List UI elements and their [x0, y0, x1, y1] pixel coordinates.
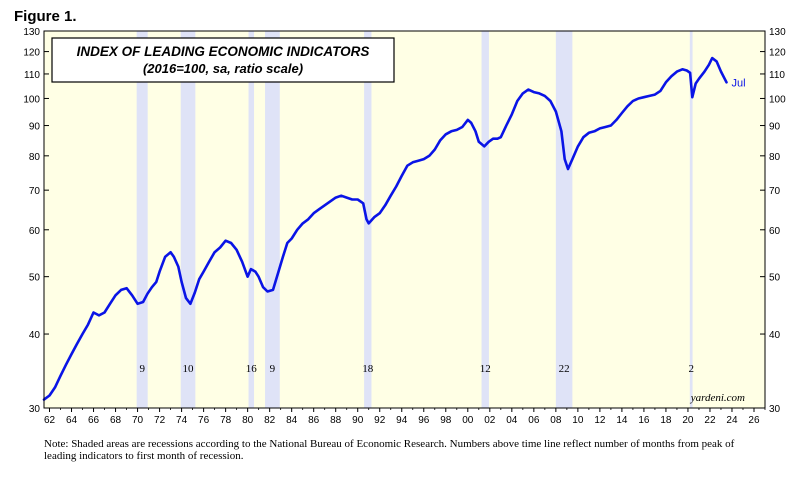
y-tick-label-left-70: 70	[29, 186, 41, 197]
x-tick-label-00: 00	[462, 415, 474, 426]
y-tick-label-right-30: 30	[769, 404, 781, 415]
y-tick-label-left-120: 120	[23, 48, 40, 59]
y-tick-label-left-30: 30	[29, 404, 41, 415]
y-tick-label-left-40: 40	[29, 330, 41, 341]
axes-ticks: 30 30 40 40 50 50 60 60 70 70 80 80 90 90 100 100 110 110…	[23, 27, 786, 426]
x-tick-label-14: 14	[616, 415, 628, 426]
y-tick-label-right-50: 50	[769, 273, 781, 284]
recession-band-1	[180, 31, 196, 408]
recession-lead-label-5: 12	[480, 363, 491, 375]
recession-band-5	[481, 31, 489, 408]
x-tick-label-26: 26	[748, 415, 760, 426]
x-tick-label-06: 06	[528, 415, 540, 426]
y-tick-label-left-60: 60	[29, 226, 41, 237]
recession-lead-label-7: 2	[688, 363, 694, 375]
x-tick-label-86: 86	[308, 415, 320, 426]
recession-band-6	[555, 31, 573, 408]
figure-label: Figure 1.	[14, 8, 77, 25]
plot-frame	[43, 30, 766, 409]
y-tick-label-right-110: 110	[769, 70, 785, 81]
recession-band-3	[265, 31, 280, 408]
y-tick-label-left-110: 110	[24, 70, 40, 81]
recession-lead-label-1: 10	[183, 363, 195, 375]
x-tick-label-22: 22	[704, 415, 716, 426]
x-tick-label-64: 64	[66, 415, 78, 426]
y-tick-label-right-90: 90	[769, 122, 781, 133]
y-tick-label-left-100: 100	[23, 94, 40, 105]
series-line-lei	[42, 56, 728, 401]
footnote: Note: Shaded areas are recessions accord…	[44, 438, 735, 462]
x-tick-label-72: 72	[154, 415, 166, 426]
y-tick-label-left-90: 90	[29, 122, 41, 133]
x-tick-label-20: 20	[682, 415, 694, 426]
y-tick-label-right-80: 80	[769, 152, 781, 163]
recession-lead-label-2: 16	[246, 363, 258, 375]
plot-background	[44, 31, 765, 408]
x-tick-label-80: 80	[242, 415, 254, 426]
x-tick-label-84: 84	[286, 415, 298, 426]
y-tick-label-right-40: 40	[769, 330, 781, 341]
y-tick-label-right-60: 60	[769, 226, 781, 237]
x-tick-label-98: 98	[440, 415, 452, 426]
x-tick-label-62: 62	[44, 415, 56, 426]
y-tick-label-left-130: 130	[23, 27, 40, 38]
x-tick-label-02: 02	[484, 415, 496, 426]
x-tick-label-16: 16	[638, 415, 650, 426]
x-tick-label-90: 90	[352, 415, 364, 426]
recession-lead-label-4: 18	[362, 363, 374, 375]
x-tick-label-82: 82	[264, 415, 276, 426]
y-tick-label-right-120: 120	[769, 48, 786, 59]
x-tick-label-96: 96	[418, 415, 430, 426]
title-box: INDEX OF LEADING ECONOMIC INDICATORS (20…	[51, 37, 395, 83]
recession-lead-label-3: 9	[270, 363, 276, 375]
x-tick-label-88: 88	[330, 415, 342, 426]
chart-title: INDEX OF LEADING ECONOMIC INDICATORS	[77, 44, 370, 59]
x-tick-label-10: 10	[572, 415, 584, 426]
x-tick-label-18: 18	[660, 415, 672, 426]
x-tick-label-76: 76	[198, 415, 210, 426]
y-tick-label-right-100: 100	[769, 94, 786, 105]
recession-lead-label-0: 9	[139, 363, 145, 375]
x-tick-label-24: 24	[726, 415, 738, 426]
recession-band-7	[689, 31, 693, 408]
recession-band-0	[136, 31, 148, 408]
recession-lead-label-6: 22	[559, 363, 570, 375]
chart-subtitle: (2016=100, sa, ratio scale)	[143, 61, 303, 76]
x-tick-label-94: 94	[396, 415, 408, 426]
source-label: yardeni.com	[690, 392, 745, 404]
x-tick-label-70: 70	[132, 415, 144, 426]
y-tick-label-left-80: 80	[29, 152, 41, 163]
x-tick-label-66: 66	[88, 415, 100, 426]
y-tick-label-right-70: 70	[769, 186, 781, 197]
x-tick-label-04: 04	[506, 415, 518, 426]
y-tick-label-right-130: 130	[769, 27, 786, 38]
recession-band-2	[248, 31, 255, 408]
x-tick-label-08: 08	[550, 415, 562, 426]
x-tick-label-92: 92	[374, 415, 386, 426]
end-label: Jul	[731, 77, 745, 89]
y-tick-label-left-50: 50	[29, 273, 41, 284]
x-tick-label-12: 12	[594, 415, 606, 426]
recession-bands: 9 10 16 9 18 12 22 2	[136, 31, 694, 408]
x-tick-label-68: 68	[110, 415, 122, 426]
x-tick-label-74: 74	[176, 415, 188, 426]
x-tick-label-78: 78	[220, 415, 232, 426]
